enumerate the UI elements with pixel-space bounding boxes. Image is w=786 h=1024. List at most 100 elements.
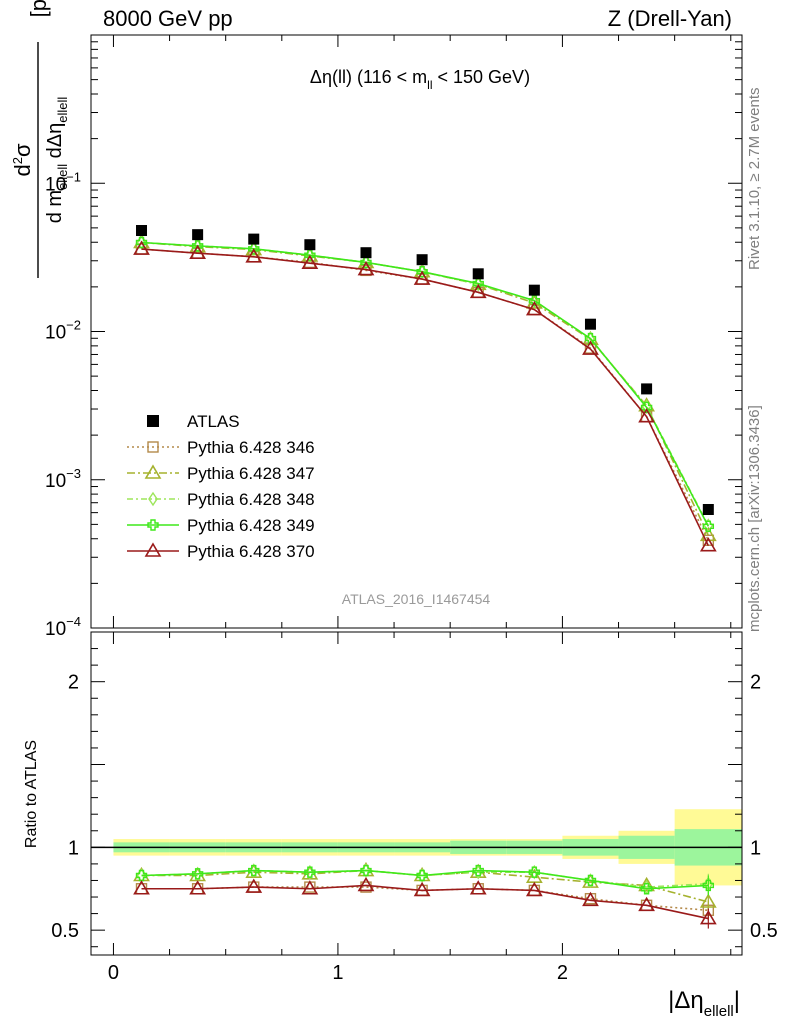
marker-triangle (413, 270, 431, 285)
marker-cross (248, 864, 260, 877)
marker-triangle (699, 537, 717, 552)
y-tick-label-bottom: 2 (68, 672, 79, 694)
marker-triangle (357, 876, 375, 892)
marker-triangle (301, 880, 319, 895)
marker-triangle (413, 881, 431, 897)
marker-triangle (525, 300, 543, 316)
marker-triangle (133, 880, 150, 895)
marker-cross (147, 519, 159, 531)
y-tick-label-top: 10−1 (45, 169, 81, 195)
atlas-data-point (304, 239, 316, 251)
atlas-data-point (136, 225, 148, 237)
atlas-data-point (360, 247, 372, 259)
marker-triangle (638, 876, 655, 892)
series-pythia-6-428-349 (135, 236, 715, 896)
marker-cross (528, 866, 541, 878)
chart-text: Δη(ll) (116 < mll < 150 GeV) ATLAS_2016_I… (10, 0, 740, 1020)
legend-label: Pythia 6.428 347 (187, 464, 315, 483)
marker-triangle (133, 240, 150, 255)
analysis-label: ATLAS_2016_I1467454 (342, 591, 491, 607)
ratio-panel-frame (90, 631, 743, 956)
y-tick-label-bottom-right: 2 (750, 672, 761, 694)
atlas-data-point (248, 233, 260, 245)
series-line-ratio (141, 869, 709, 890)
y-axis-label-top: d2σ d mellell dΔηellell [pb/GeV] (10, 0, 70, 278)
y-tick-label-bottom-right: 1 (750, 837, 761, 859)
y-tick-label-bottom-right: 0.5 (750, 920, 778, 942)
marker-triangle (144, 542, 162, 557)
marker-cross (191, 868, 204, 880)
marker-triangle (582, 340, 599, 355)
series-pythia-6-428-370 (133, 240, 717, 929)
marker-cross (640, 883, 653, 895)
marker-cross (360, 864, 372, 877)
process-label: 8000 GeV pp (103, 6, 233, 31)
marker-triangle (245, 878, 263, 893)
marker-cross (702, 520, 715, 533)
marker-cross (472, 864, 484, 877)
top-panel-frame (90, 34, 743, 629)
series-line-top (141, 248, 710, 547)
y-axis-label-ratio: Ratio to ATLAS (23, 740, 40, 848)
atlas-data-point (192, 229, 204, 241)
legend-label-atlas: ATLAS (187, 412, 240, 431)
atlas-data (136, 225, 714, 515)
marker-diamond (148, 491, 158, 507)
y-tick-label-top: 10−4 (45, 614, 81, 640)
marker-cross (135, 236, 148, 249)
marker-triangle (525, 881, 543, 897)
ratio-bands (91, 809, 742, 886)
marker-cross (416, 869, 428, 882)
series-line-ratio (141, 884, 709, 920)
legend-label: Pythia 6.428 348 (187, 490, 315, 509)
atlas-data-point (528, 284, 540, 296)
legend: ATLAS Pythia 6.428 346 Pythia 6.428 347 Pyt… (127, 412, 315, 561)
legend-label: Pythia 6.428 370 (187, 542, 315, 561)
marker-triangle (638, 408, 655, 423)
marker-cross (702, 879, 715, 892)
series-pythia-6-428-346 (135, 243, 715, 921)
atlas-data-point (641, 383, 653, 395)
legend-label: Pythia 6.428 346 (187, 438, 315, 457)
y-tick-label-bottom: 1 (68, 837, 79, 859)
y-label-denominator: d mellell dΔηellell (44, 97, 70, 224)
atlas-data-point (416, 254, 428, 266)
x-tick-label: 1 (332, 962, 343, 984)
marker-triangle (301, 254, 319, 270)
legend-marker-atlas (147, 415, 159, 427)
marker-cross (584, 874, 597, 887)
atlas-data-point (472, 268, 484, 280)
atlas-data-point (702, 503, 714, 515)
marker-triangle (144, 464, 162, 479)
atlas-data-point (584, 318, 596, 330)
marker-cross (304, 866, 316, 878)
marker-cross (135, 869, 148, 882)
series-line-top (141, 241, 710, 526)
channel-label: Z (Drell-Yan) (607, 6, 732, 31)
legend-label: Pythia 6.428 349 (187, 516, 315, 535)
marker-triangle (699, 526, 717, 542)
mc-series (133, 233, 717, 929)
x-axis-label: |Δηellell| (668, 987, 740, 1020)
series-pythia-6-428-348 (136, 235, 714, 895)
marker-triangle (245, 248, 263, 263)
y-tick-label-bottom: 0.5 (51, 920, 79, 942)
marker-triangle (357, 260, 375, 276)
series-pythia-6-428-347 (133, 233, 717, 912)
marker-triangle (469, 283, 487, 299)
marker-triangle (189, 880, 207, 895)
marker-triangle (189, 244, 207, 259)
marker-triangle (469, 880, 487, 895)
axis-ticks: 0 1 2 10−4 10−3 10−2 10−1 0.5 0.5 1 1 2 2 (45, 35, 778, 984)
x-tick-label: 0 (108, 962, 119, 984)
x-tick-label: 2 (557, 962, 568, 984)
marker-square (147, 441, 159, 453)
y-label-numerator: d2σ (10, 143, 35, 176)
series-line-top (141, 241, 710, 527)
chart-title: Δη(ll) (116 < mll < 150 GeV) (310, 67, 530, 92)
marker-cross (584, 332, 597, 345)
y-label-unit: [pb/GeV] (26, 0, 51, 17)
y-tick-label-top: 10−3 (45, 466, 81, 492)
marker-triangle (638, 896, 655, 912)
